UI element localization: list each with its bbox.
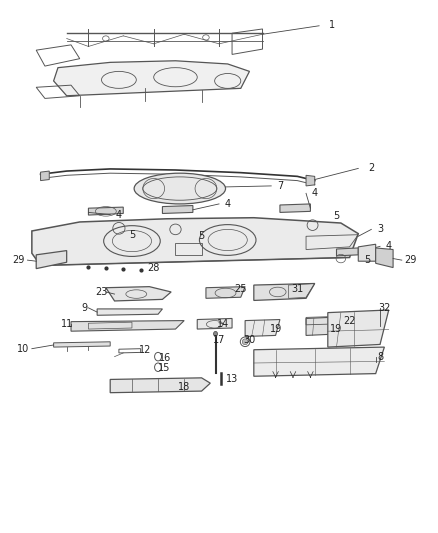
Polygon shape <box>97 309 162 316</box>
Text: 5: 5 <box>129 230 135 240</box>
Text: 4: 4 <box>312 188 318 198</box>
Polygon shape <box>106 287 171 301</box>
Text: 14: 14 <box>217 319 230 329</box>
Text: 7: 7 <box>277 181 283 191</box>
Text: 3: 3 <box>377 224 383 235</box>
Text: 18: 18 <box>178 382 190 392</box>
Polygon shape <box>71 320 184 331</box>
Polygon shape <box>254 284 315 301</box>
Polygon shape <box>197 318 232 329</box>
Polygon shape <box>306 175 315 186</box>
Polygon shape <box>254 347 385 376</box>
Text: 28: 28 <box>148 263 160 273</box>
Text: 19: 19 <box>269 324 282 334</box>
Polygon shape <box>32 217 358 265</box>
Text: 5: 5 <box>333 211 339 221</box>
Polygon shape <box>41 171 49 181</box>
Text: 30: 30 <box>244 335 256 345</box>
Text: 10: 10 <box>17 344 29 354</box>
Ellipse shape <box>134 173 226 204</box>
Polygon shape <box>306 317 341 335</box>
Text: 25: 25 <box>234 284 247 294</box>
Polygon shape <box>245 319 280 336</box>
Text: 2: 2 <box>368 164 374 173</box>
Text: 13: 13 <box>226 374 238 384</box>
Text: 32: 32 <box>378 303 391 313</box>
Polygon shape <box>53 61 250 96</box>
Text: 5: 5 <box>198 231 205 241</box>
Text: 12: 12 <box>139 345 151 356</box>
Polygon shape <box>53 342 110 347</box>
Polygon shape <box>206 287 245 298</box>
Text: 15: 15 <box>159 364 171 373</box>
Polygon shape <box>336 248 358 256</box>
Text: 1: 1 <box>329 20 335 30</box>
Polygon shape <box>376 248 393 268</box>
Polygon shape <box>328 310 389 347</box>
Ellipse shape <box>214 332 218 336</box>
Text: 4: 4 <box>225 199 231 209</box>
Text: 19: 19 <box>330 324 343 334</box>
Text: 4: 4 <box>386 241 392 252</box>
Polygon shape <box>358 244 376 261</box>
Polygon shape <box>110 378 210 393</box>
Ellipse shape <box>242 339 248 345</box>
Text: 9: 9 <box>81 303 87 313</box>
Text: 8: 8 <box>377 352 383 361</box>
Text: 29: 29 <box>404 255 417 265</box>
Text: 4: 4 <box>116 209 122 220</box>
Text: 11: 11 <box>60 319 73 329</box>
Polygon shape <box>36 251 67 269</box>
Polygon shape <box>88 207 123 215</box>
Polygon shape <box>162 206 193 214</box>
Text: 22: 22 <box>343 316 356 326</box>
Text: 29: 29 <box>13 255 25 265</box>
Text: 31: 31 <box>291 284 304 294</box>
Text: 17: 17 <box>213 335 225 345</box>
Text: 5: 5 <box>364 255 370 265</box>
Text: 23: 23 <box>95 287 108 297</box>
Text: 16: 16 <box>159 353 171 362</box>
Polygon shape <box>280 204 311 213</box>
